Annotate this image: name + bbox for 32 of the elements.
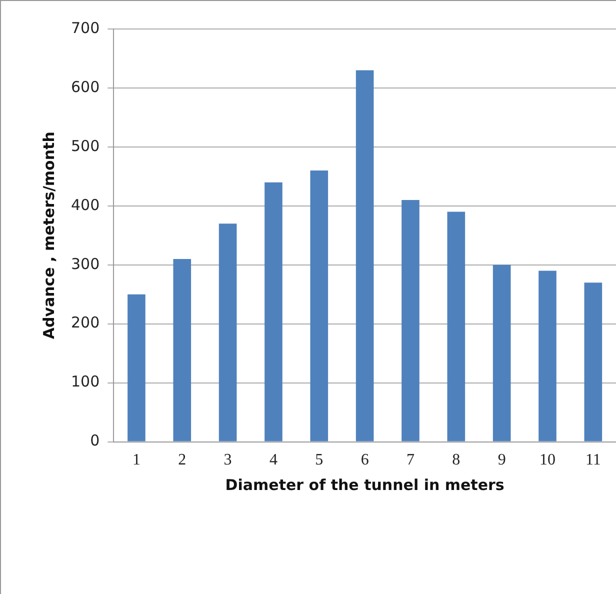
x-tick-label: 5	[315, 452, 324, 469]
y-tick-label: 700	[70, 18, 100, 37]
x-tick-label: 11	[585, 452, 601, 469]
x-tick-label: 7	[406, 452, 414, 469]
bar	[356, 70, 374, 442]
y-axis-title: Advance , meters/month	[40, 132, 58, 340]
x-tick-label: 1	[132, 452, 140, 469]
y-tick-label: 600	[70, 78, 100, 96]
y-tick-label: 300	[70, 254, 100, 273]
bar	[310, 170, 328, 442]
y-tick-label: 500	[70, 136, 100, 155]
x-tick-label: 2	[178, 452, 186, 469]
bar	[492, 264, 511, 442]
x-tick-label: 9	[498, 452, 506, 469]
bar	[584, 282, 602, 442]
x-tick-label: 10	[539, 452, 556, 469]
x-tick-label: 8	[452, 452, 460, 469]
x-tick-label: 4	[269, 452, 278, 469]
y-tick-label: 0	[90, 432, 100, 450]
bar	[173, 258, 192, 442]
x-tick-label: 6	[360, 452, 369, 469]
y-tick-label: 400	[70, 196, 100, 214]
bar	[402, 200, 420, 442]
bar	[538, 270, 556, 442]
bar	[218, 224, 237, 442]
y-tick-label: 100	[70, 372, 100, 391]
bar	[128, 294, 146, 442]
bar	[264, 182, 282, 442]
bar	[447, 212, 466, 442]
x-tick-label: 3	[224, 452, 232, 469]
y-tick-label: 200	[70, 314, 100, 332]
x-axis-title: Diameter of the tunnel in meters	[225, 476, 504, 494]
